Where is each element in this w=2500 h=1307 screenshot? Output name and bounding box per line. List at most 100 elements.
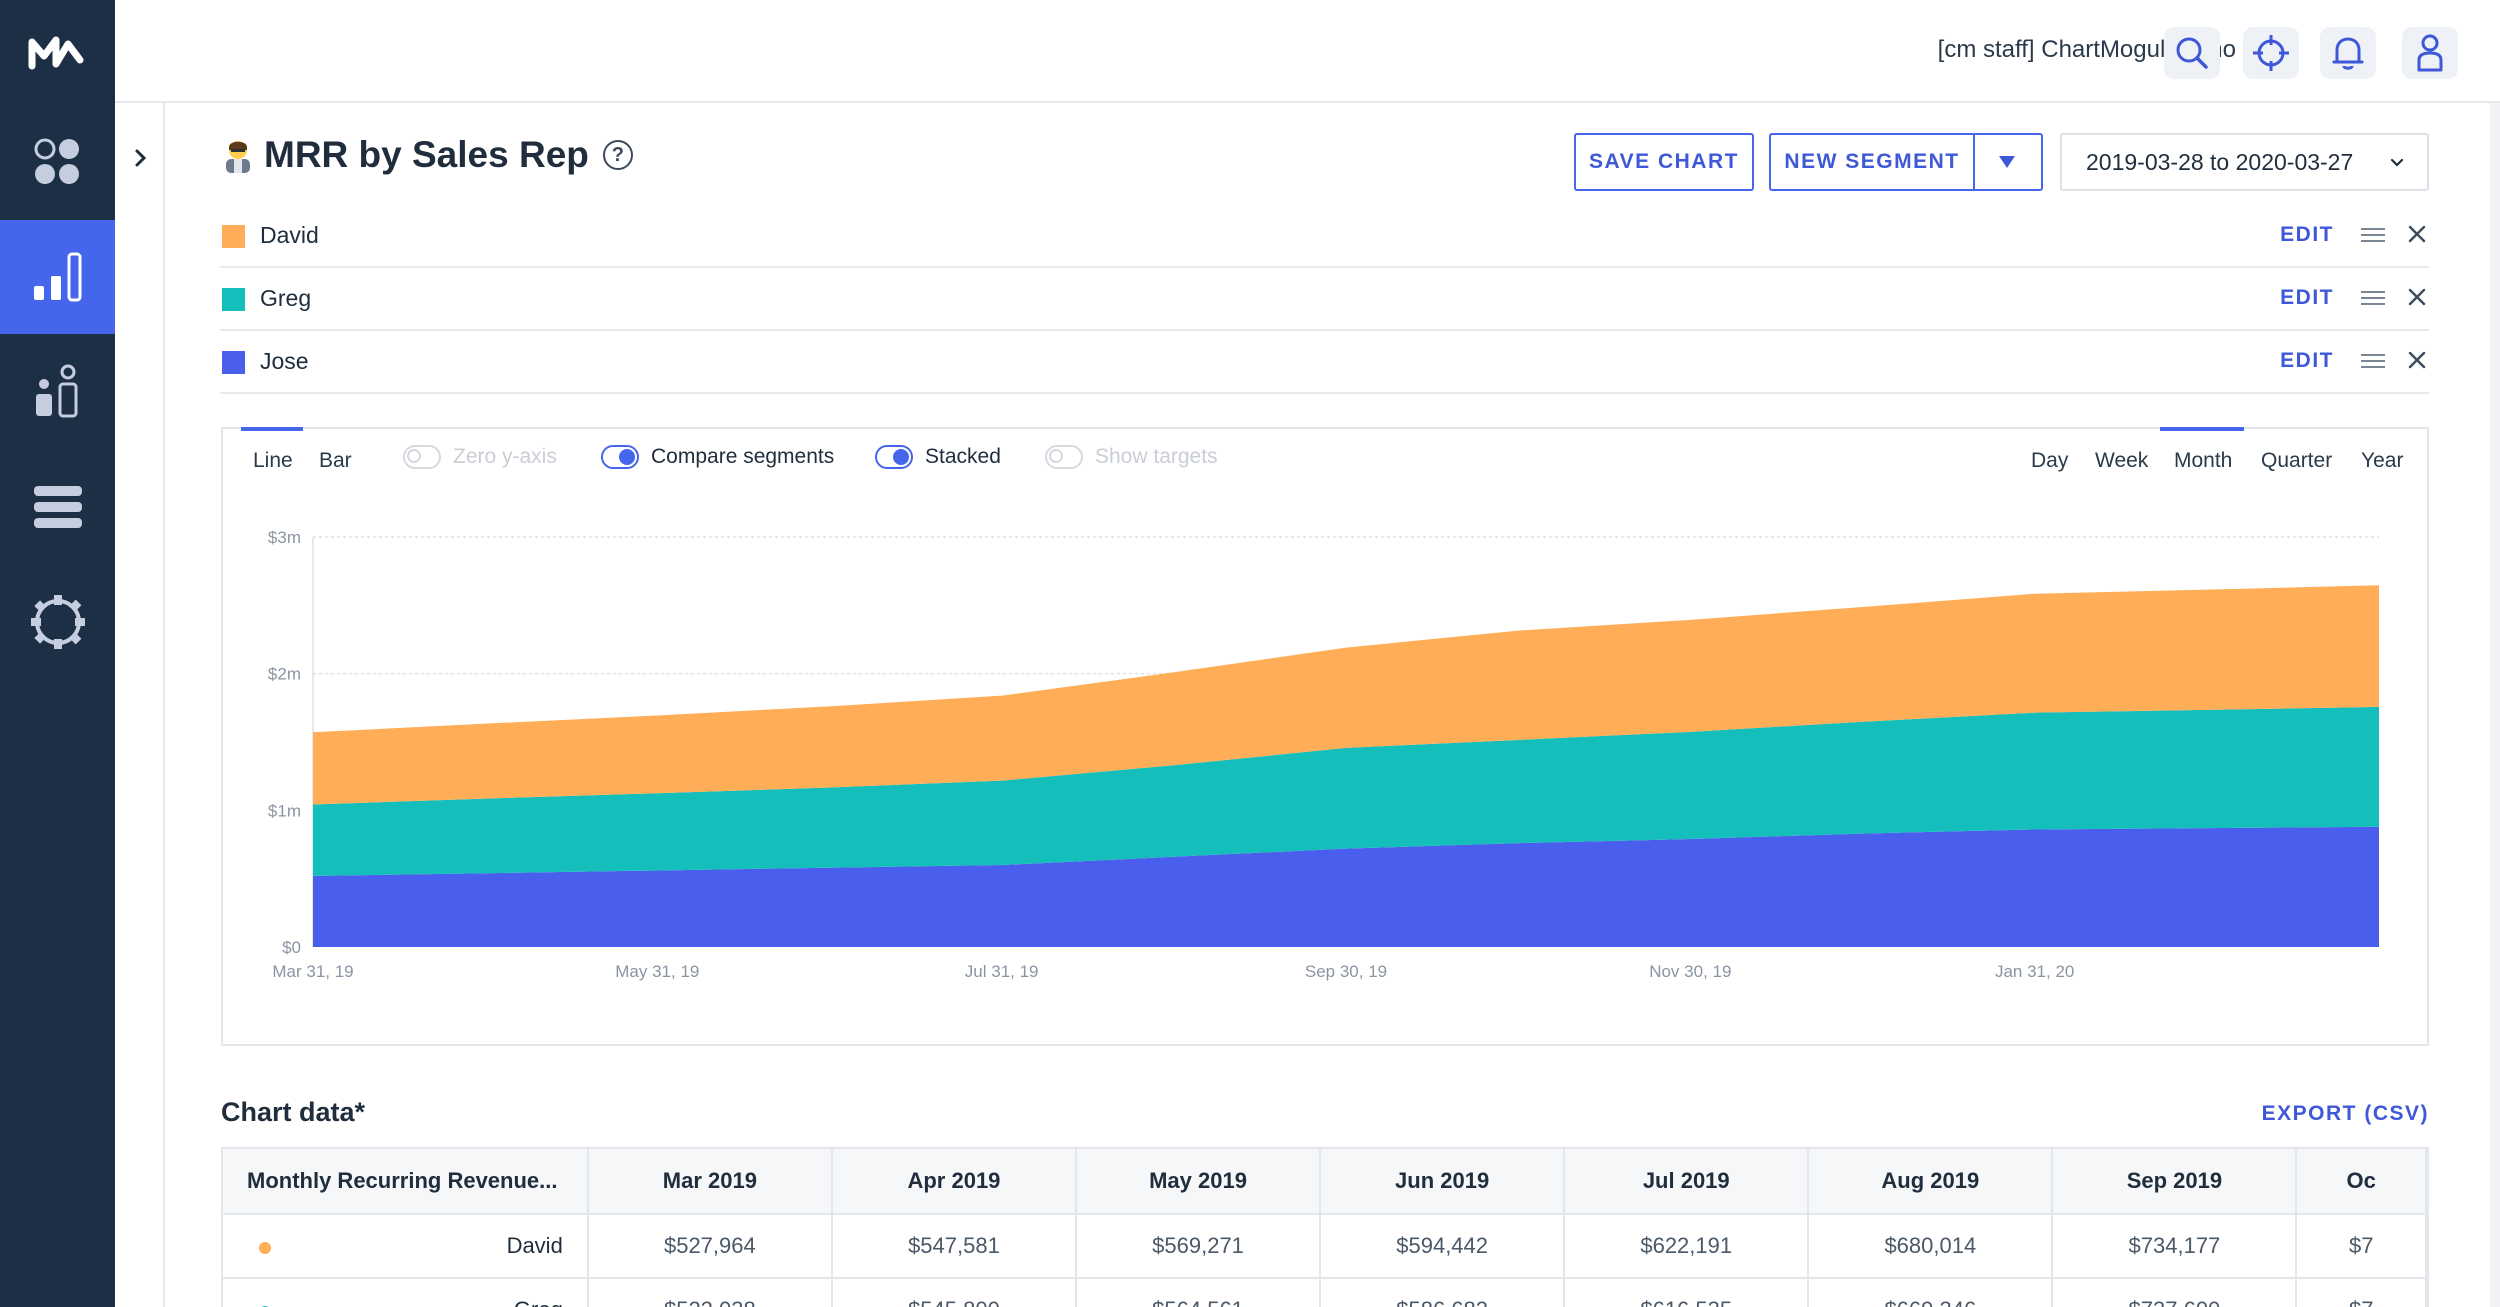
table-cell: $545,800 [831, 1278, 1078, 1307]
sidebar-item-dashboards[interactable] [0, 105, 115, 219]
drag-handle-icon[interactable] [2360, 226, 2386, 244]
table-cell: $586,682 [1320, 1278, 1566, 1307]
month-column-header[interactable]: Apr 2019 [831, 1149, 1078, 1215]
y-tick-label: $3m [268, 528, 301, 547]
table-cell: $734,177 [2052, 1214, 2298, 1279]
active-chart-type-underline [241, 427, 303, 431]
sidebar-item-customers[interactable] [0, 335, 115, 449]
toggle-compare-segments[interactable]: Compare segments [601, 445, 834, 469]
dropdown-divider [1973, 133, 1975, 191]
month-column-header[interactable]: Mar 2019 [587, 1149, 833, 1215]
table-cell: $7 [2296, 1278, 2427, 1307]
table-cell: $737,600 [2052, 1278, 2298, 1307]
month-column-header[interactable]: Jul 2019 [1564, 1149, 1810, 1215]
save-chart-button[interactable]: SAVE CHART [1574, 133, 1754, 191]
x-tick-label: May 31, 19 [615, 962, 699, 981]
reports-icon [33, 252, 81, 302]
table-cell: $594,442 [1320, 1214, 1566, 1279]
person-emoji-icon [226, 141, 250, 173]
chevron-down-icon [2390, 158, 2404, 167]
table-row: David $527,964 $547,581 $569,271 $594,442 $62… [223, 1214, 2427, 1279]
segment-row: Greg EDIT [220, 268, 2429, 331]
chart-panel: Line Bar Zero y-axis Compare segments St… [221, 427, 2429, 1046]
drag-handle-icon[interactable] [2360, 289, 2386, 307]
series-area-jose [313, 826, 2379, 947]
sidebar-item-data[interactable] [0, 450, 115, 564]
table-cell: $616,535 [1564, 1278, 1810, 1307]
table-cell: $680,014 [1808, 1214, 2054, 1279]
new-segment-dropdown[interactable] [1973, 133, 2043, 191]
interval-month[interactable]: Month [2174, 449, 2233, 472]
table-cell: $7 [2296, 1214, 2427, 1279]
toggle-show-targets[interactable]: Show targets [1045, 445, 1218, 469]
y-tick-label: $0 [282, 938, 301, 957]
metric-column-header[interactable]: Monthly Recurring Revenue... [223, 1149, 589, 1215]
tab-line[interactable]: Line [253, 449, 293, 472]
sidebar-item-reports[interactable] [0, 220, 115, 334]
toggle-label: Stacked [925, 445, 1001, 468]
toggle-label: Zero y-axis [453, 445, 557, 468]
chart-title-row: MRR by Sales Rep ? [220, 134, 633, 176]
interval-week[interactable]: Week [2095, 449, 2149, 472]
toggle-track [601, 445, 639, 469]
interval-quarter[interactable]: Quarter [2261, 449, 2333, 472]
user-icon [2417, 34, 2443, 72]
toggle-label: Show targets [1095, 445, 1218, 468]
segment-edit-button[interactable]: EDIT [2280, 349, 2334, 372]
chart-data-title: Chart data* [221, 1097, 366, 1127]
segment-row: David EDIT [220, 205, 2429, 268]
caret-down-icon [1999, 156, 2015, 168]
notifications-button[interactable] [2320, 27, 2376, 79]
tab-bar[interactable]: Bar [319, 449, 352, 472]
segment-color-swatch [222, 351, 245, 374]
month-column-header[interactable]: Jun 2019 [1320, 1149, 1566, 1215]
table-header-row: Monthly Recurring Revenue... Mar 2019 Apr … [223, 1149, 2427, 1215]
series-area-greg [313, 706, 2379, 876]
export-csv-link[interactable]: EXPORT (CSV) [2261, 1102, 2429, 1125]
row-label: David [506, 1233, 563, 1258]
segment-color-swatch [222, 225, 245, 248]
page-title: MRR by Sales Rep [264, 134, 589, 175]
toggle-track [875, 445, 913, 469]
secondary-rail [115, 102, 165, 1307]
segment-dot [259, 1242, 271, 1254]
table-cell: $522,038 [587, 1278, 833, 1307]
segment-edit-button[interactable]: EDIT [2280, 286, 2334, 309]
sidebar-item-settings[interactable] [0, 565, 115, 679]
toggle-zero-y-axis[interactable]: Zero y-axis [403, 445, 557, 469]
bell-icon [2332, 37, 2364, 70]
date-range-picker[interactable]: 2019-03-28 to 2020-03-27 [2060, 133, 2429, 191]
new-segment-button[interactable]: NEW SEGMENT [1769, 133, 1975, 191]
interval-day[interactable]: Day [2031, 449, 2069, 472]
row-label: Greg [514, 1297, 563, 1307]
month-column-header[interactable]: May 2019 [1076, 1149, 1322, 1215]
vertical-scrollbar[interactable] [2490, 103, 2500, 1307]
row-label-cell: Greg [223, 1278, 589, 1307]
profile-button[interactable] [2402, 27, 2458, 79]
chart-data-table: Monthly Recurring Revenue... Mar 2019 Apr … [221, 1147, 2429, 1307]
drag-handle-icon[interactable] [2360, 352, 2386, 370]
segment-edit-button[interactable]: EDIT [2280, 223, 2334, 246]
help-icon[interactable]: ? [602, 140, 633, 170]
close-icon[interactable] [2407, 287, 2427, 307]
month-column-header[interactable]: Oc [2296, 1149, 2427, 1215]
x-tick-label: Mar 31, 19 [272, 962, 353, 981]
close-icon[interactable] [2407, 224, 2427, 244]
month-column-header[interactable]: Sep 2019 [2052, 1149, 2298, 1215]
search-button[interactable] [2164, 27, 2220, 79]
table-cell: $669,346 [1808, 1278, 2054, 1307]
segment-name: David [260, 222, 319, 248]
table-row: Greg $522,038$545,800$564,561$586,682$616… [223, 1278, 2427, 1307]
top-bar: [cm staff] ChartMogul Demo [115, 0, 2500, 103]
segment-row: Jose EDIT [220, 331, 2429, 394]
x-tick-label: Sep 30, 19 [1305, 962, 1387, 981]
chevron-right-icon[interactable] [133, 146, 149, 170]
target-button[interactable] [2243, 27, 2299, 79]
search-icon [2176, 37, 2208, 69]
toggle-stacked[interactable]: Stacked [875, 445, 1001, 469]
month-column-header[interactable]: Aug 2019 [1808, 1149, 2054, 1215]
close-icon[interactable] [2407, 350, 2427, 370]
interval-year[interactable]: Year [2361, 449, 2404, 472]
mrr-stacked-area-chart[interactable]: $0 $1m $2m $3m Mar 31, 19 May 31, 19 Jul 31, 1… [223, 429, 2427, 1044]
chartmogul-logo[interactable] [28, 30, 84, 74]
